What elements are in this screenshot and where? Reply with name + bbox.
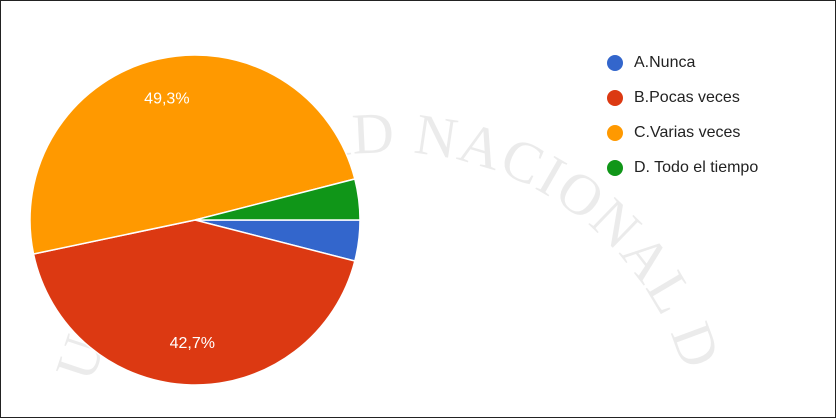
legend-label: D. Todo el tiempo: [634, 159, 758, 176]
legend-swatch: [607, 55, 623, 71]
legend-label: C.Varias veces: [634, 124, 740, 141]
legend-swatch: [607, 125, 623, 141]
pie-slice: [29, 54, 356, 255]
legend-swatch: [607, 160, 623, 176]
legend-swatch: [607, 90, 623, 106]
pie-slice: [194, 178, 361, 221]
pie-slice: [32, 219, 356, 386]
slice-label: 49,3%: [144, 91, 189, 108]
legend-label: A.Nunca: [634, 54, 695, 71]
legend-label: B.Pocas veces: [634, 89, 740, 106]
slice-label: 42,7%: [170, 335, 215, 352]
